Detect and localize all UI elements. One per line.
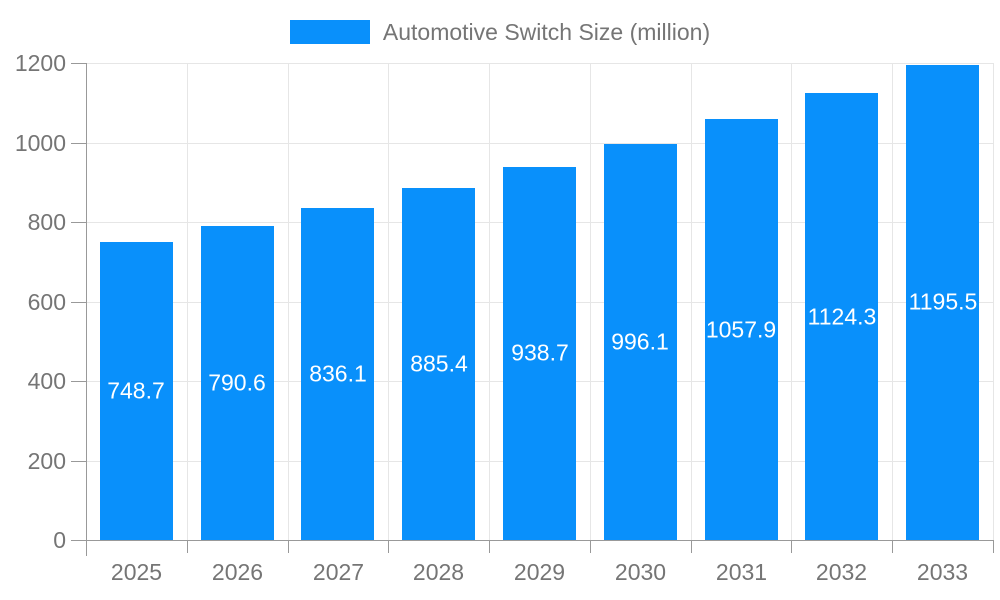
h-gridline bbox=[86, 63, 993, 64]
bar[interactable] bbox=[503, 167, 576, 540]
y-tick bbox=[71, 222, 86, 223]
y-axis-label: 1000 bbox=[14, 130, 66, 156]
legend-label: Automotive Switch Size (million) bbox=[382, 19, 711, 45]
y-axis-label: 1200 bbox=[14, 50, 66, 76]
v-gridline bbox=[187, 63, 188, 540]
bar-value-label: 1057.9 bbox=[705, 316, 777, 343]
y-tick bbox=[71, 143, 86, 144]
y-axis-label: 0 bbox=[53, 527, 66, 553]
x-axis-label: 2029 bbox=[513, 559, 566, 585]
y-axis-label: 600 bbox=[27, 289, 66, 315]
x-axis-label: 2031 bbox=[715, 559, 768, 585]
bar[interactable] bbox=[604, 144, 677, 540]
v-gridline bbox=[993, 63, 994, 540]
y-axis-label: 800 bbox=[27, 209, 66, 235]
v-gridline bbox=[489, 63, 490, 540]
x-axis-label: 2026 bbox=[211, 559, 264, 585]
x-tick bbox=[791, 540, 792, 553]
x-axis-line bbox=[71, 540, 993, 541]
x-tick bbox=[892, 540, 893, 553]
bar-value-label: 1124.3 bbox=[807, 303, 877, 330]
bar-value-label: 836.1 bbox=[309, 360, 367, 387]
x-tick bbox=[288, 540, 289, 553]
x-tick bbox=[691, 540, 692, 553]
bar-value-label: 996.1 bbox=[611, 328, 669, 355]
y-tick bbox=[71, 381, 86, 382]
v-gridline bbox=[288, 63, 289, 540]
x-axis-label: 2028 bbox=[412, 559, 465, 585]
bar-value-label: 1195.5 bbox=[908, 288, 978, 315]
bar[interactable] bbox=[402, 188, 475, 540]
bar-value-label: 790.6 bbox=[208, 369, 266, 396]
y-axis-label: 400 bbox=[27, 368, 66, 394]
v-gridline bbox=[691, 63, 692, 540]
bar-value-label: 938.7 bbox=[511, 339, 569, 366]
x-tick bbox=[993, 540, 994, 553]
bar[interactable] bbox=[100, 242, 173, 540]
bar[interactable] bbox=[906, 65, 979, 540]
y-axis-line bbox=[86, 63, 87, 556]
bar[interactable] bbox=[201, 226, 274, 540]
x-tick bbox=[388, 540, 389, 553]
x-axis-label: 2032 bbox=[815, 559, 868, 585]
x-axis-label: 2030 bbox=[614, 559, 667, 585]
v-gridline bbox=[388, 63, 389, 540]
bar[interactable] bbox=[805, 93, 878, 540]
x-axis-label: 2027 bbox=[312, 559, 365, 585]
x-tick bbox=[489, 540, 490, 553]
x-tick bbox=[590, 540, 591, 553]
v-gridline bbox=[892, 63, 893, 540]
x-axis-label: 2025 bbox=[110, 559, 163, 585]
y-tick bbox=[71, 302, 86, 303]
y-axis-label: 200 bbox=[27, 448, 66, 474]
bar[interactable] bbox=[705, 119, 778, 540]
h-gridline bbox=[86, 143, 993, 144]
x-tick bbox=[187, 540, 188, 553]
x-axis-label: 2033 bbox=[916, 559, 969, 585]
y-tick bbox=[71, 461, 86, 462]
v-gridline bbox=[791, 63, 792, 540]
bar-value-label: 748.7 bbox=[107, 377, 165, 404]
y-tick bbox=[71, 63, 86, 64]
bar-value-label: 885.4 bbox=[410, 350, 468, 377]
legend-swatch-icon bbox=[289, 20, 370, 44]
legend[interactable]: Automotive Switch Size (million) bbox=[0, 20, 1000, 44]
v-gridline bbox=[590, 63, 591, 540]
bar[interactable] bbox=[301, 208, 374, 540]
